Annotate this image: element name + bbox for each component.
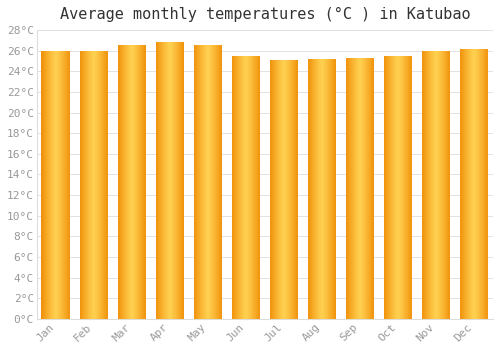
Title: Average monthly temperatures (°C ) in Katubao: Average monthly temperatures (°C ) in Ka… [60, 7, 470, 22]
